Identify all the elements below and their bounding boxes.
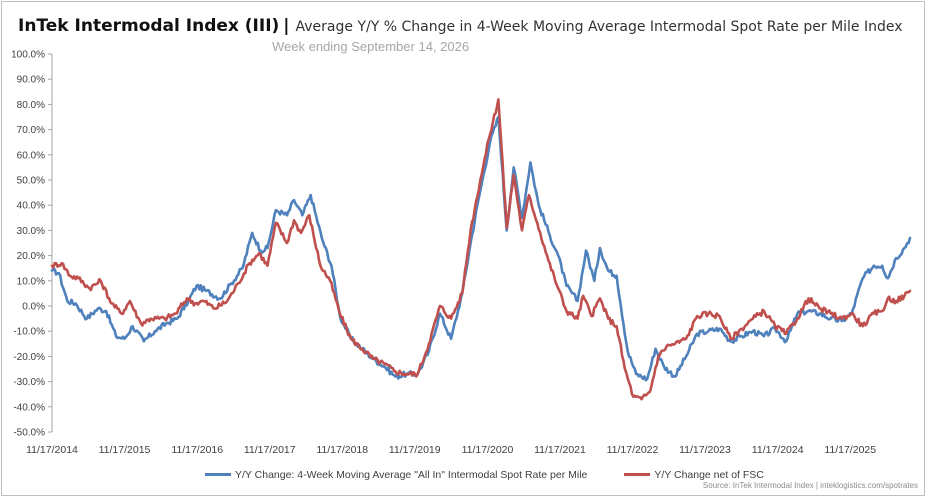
y-tick-label: -10.0% [13,327,45,338]
brand-title: InTek Intermodal Index (III) [18,16,280,36]
x-tick-label: 11/17/2016 [171,444,223,456]
x-tick-label: 11/17/2023 [679,444,731,456]
legend: Y/Y Change: 4-Week Moving Average "All I… [205,467,798,481]
y-tick-label: 10.0% [17,276,45,287]
y-tick-label: 60.0% [17,150,45,161]
y-tick-label: 90.0% [17,75,45,86]
x-tick-label: 11/17/2021 [534,444,586,456]
y-tick-label: 0.0% [22,302,45,313]
x-tick-label: 11/17/2014 [26,444,78,456]
legend-swatch-net-fsc [624,473,651,476]
source-note: Source: InTek Intermodal Index | inteklo… [702,481,918,490]
y-tick-label: 50.0% [17,176,45,187]
x-tick-label: 11/17/2022 [607,444,659,456]
x-tick-label: 11/17/2018 [316,444,368,456]
y-tick-label: -30.0% [13,377,45,388]
y-tick-label: 100.0% [11,50,45,61]
chart-title-row: InTek Intermodal Index (III) | Average Y/Y… [18,16,903,36]
x-tick-label: 11/17/2024 [752,444,804,456]
x-tick-label: 11/17/2019 [389,444,441,456]
chart-title: Average Y/Y % Change in 4-Week Moving Av… [295,19,903,35]
chart-subtitle: Week ending September 14, 2026 [272,39,470,54]
y-tick-label: -40.0% [13,402,45,413]
legend-label-all-in: Y/Y Change: 4-Week Moving Average "All I… [235,468,588,481]
legend-item-net-fsc: Y/Y Change net of FSC [624,469,764,481]
y-tick-label: 70.0% [17,125,45,136]
series-line-all-in [50,115,912,382]
series-line-net-fsc [50,98,912,401]
y-tick-label: 40.0% [17,201,45,212]
legend-swatch-all-in [205,473,231,476]
y-tick-label: 30.0% [17,226,45,237]
legend-label-net-fsc: Y/Y Change net of FSC [654,468,764,481]
title-separator: | [283,16,290,36]
x-tick-label: 11/17/2015 [99,444,151,456]
y-tick-label: -20.0% [13,352,45,363]
x-tick-label: 11/17/2017 [244,444,296,456]
y-tick-label: 80.0% [17,100,45,111]
x-tick-label: 11/17/2025 [824,444,876,456]
legend-item-all-in: Y/Y Change: 4-Week Moving Average "All I… [205,469,587,481]
y-tick-label: -50.0% [13,428,45,439]
y-tick-label: 20.0% [17,251,45,262]
x-tick-label: 11/17/2020 [462,444,514,456]
